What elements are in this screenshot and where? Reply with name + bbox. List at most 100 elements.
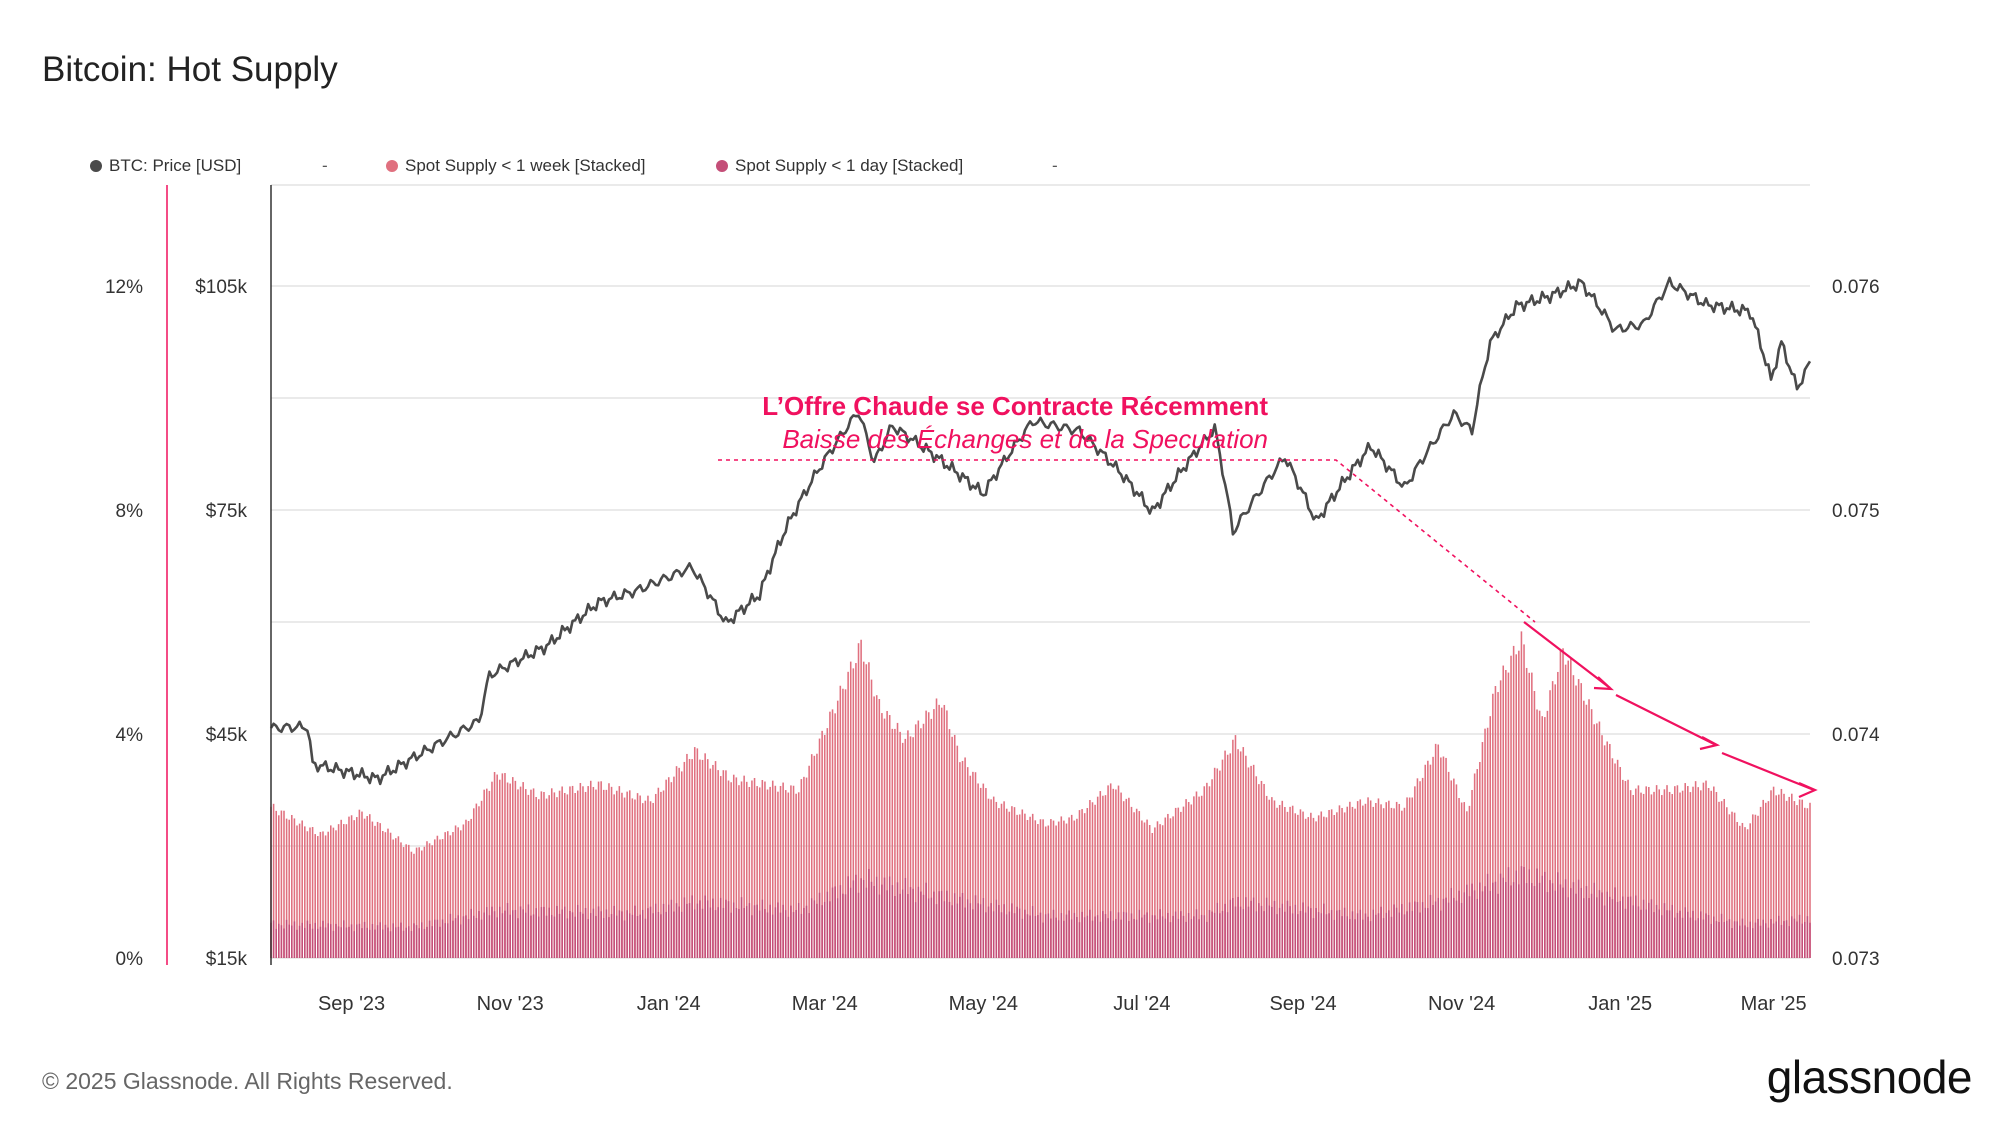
- bar-week: [397, 836, 400, 958]
- bar-day: [1692, 910, 1694, 958]
- bar-day: [327, 923, 329, 958]
- bar-week: [1471, 789, 1473, 958]
- x-tick: Jan '24: [637, 993, 701, 1015]
- legend-item-day[interactable]: Spot Supply < 1 day [Stacked]: [716, 156, 963, 176]
- bar-week: [896, 722, 899, 958]
- bar-day: [1221, 910, 1224, 958]
- bar-week: [1720, 801, 1723, 958]
- bar-day: [296, 929, 298, 958]
- bar-week: [1502, 665, 1505, 958]
- bar-day: [1499, 873, 1502, 958]
- bar-day: [1676, 912, 1679, 958]
- bar-week: [457, 827, 459, 958]
- legend-item-price[interactable]: BTC: Price [USD]: [90, 156, 241, 176]
- bar-week: [1112, 788, 1115, 958]
- bar-day: [1520, 866, 1523, 958]
- bar-day: [595, 915, 597, 958]
- bar-week: [1338, 805, 1341, 958]
- bar-day: [1203, 915, 1206, 958]
- bar-week: [1349, 801, 1351, 958]
- bar-week: [722, 770, 725, 958]
- bar-week: [1351, 806, 1354, 958]
- bar-week: [899, 731, 901, 958]
- bar-day: [472, 915, 475, 958]
- bar-week: [844, 689, 847, 958]
- bar-day: [1148, 922, 1151, 958]
- bar-day: [613, 905, 615, 958]
- bar-week: [1593, 724, 1596, 958]
- bar-day: [1037, 915, 1039, 958]
- bar-day: [1809, 922, 1811, 958]
- bar-day: [459, 924, 462, 958]
- bar-week: [1622, 779, 1624, 958]
- legend-item-week[interactable]: Spot Supply < 1 week [Stacked]: [386, 156, 646, 176]
- bar-week: [964, 757, 966, 958]
- bar-day: [1200, 914, 1203, 958]
- bar-day: [413, 923, 415, 958]
- bar-week: [1245, 755, 1247, 958]
- bar-week: [613, 794, 615, 958]
- bar-week: [675, 766, 678, 958]
- bar-day: [987, 906, 990, 958]
- bar-week: [745, 781, 748, 958]
- bar-week: [1133, 812, 1135, 958]
- bar-week: [1411, 797, 1414, 958]
- bar-week: [1440, 757, 1442, 958]
- bar-day: [860, 878, 862, 958]
- bar-day: [543, 906, 545, 958]
- bar-day: [1343, 907, 1346, 958]
- bar-week: [1619, 766, 1622, 958]
- bar-week: [1242, 747, 1245, 958]
- bar-week: [1377, 798, 1380, 958]
- bar-day: [491, 906, 493, 958]
- bar-week: [369, 814, 371, 958]
- day-dot-icon: [716, 160, 728, 172]
- bar-day: [743, 907, 745, 958]
- bar-week: [797, 792, 800, 958]
- bar-week: [725, 770, 727, 958]
- bar-day: [1765, 923, 1767, 958]
- bar-week: [1744, 827, 1746, 958]
- bar-day: [1525, 883, 1528, 958]
- bar-week: [1232, 739, 1234, 958]
- bar-day: [1325, 914, 1328, 958]
- y-tick-price: $15k: [206, 949, 248, 970]
- bar-week: [1544, 717, 1546, 958]
- bar-day: [1611, 899, 1614, 958]
- bar-day: [410, 930, 413, 958]
- bar-day: [1531, 883, 1533, 958]
- bar-week: [1481, 742, 1484, 958]
- bar-day: [1377, 913, 1380, 958]
- bar-week: [491, 781, 493, 958]
- bar-day: [849, 887, 852, 958]
- bar-week: [480, 800, 483, 958]
- bar-week: [1739, 825, 1741, 958]
- bar-week: [1174, 807, 1177, 958]
- bar-day: [382, 929, 384, 958]
- bar-day: [418, 928, 420, 958]
- bar-day: [1780, 924, 1783, 958]
- bar-week: [712, 764, 714, 958]
- bar-week: [426, 841, 428, 958]
- bar-week: [1559, 650, 1562, 958]
- bar-week: [865, 664, 868, 958]
- series-week-bars: [270, 631, 1811, 958]
- bar-day: [1390, 916, 1393, 958]
- bar-week: [1216, 768, 1219, 958]
- bar-week: [1663, 789, 1666, 958]
- bar-week: [1554, 684, 1557, 958]
- bar-day: [777, 902, 779, 958]
- x-tick: Sep '23: [318, 993, 385, 1015]
- bar-day: [810, 898, 813, 958]
- bar-week: [1505, 669, 1507, 958]
- bar-week: [496, 774, 498, 958]
- bar-week: [579, 782, 582, 958]
- bar-week: [540, 791, 543, 958]
- bar-day: [1666, 910, 1668, 958]
- bar-week: [322, 831, 324, 958]
- bar-week: [1538, 710, 1541, 958]
- bar-week: [1450, 780, 1453, 958]
- bar-week: [948, 729, 951, 958]
- bar-week: [1247, 767, 1250, 958]
